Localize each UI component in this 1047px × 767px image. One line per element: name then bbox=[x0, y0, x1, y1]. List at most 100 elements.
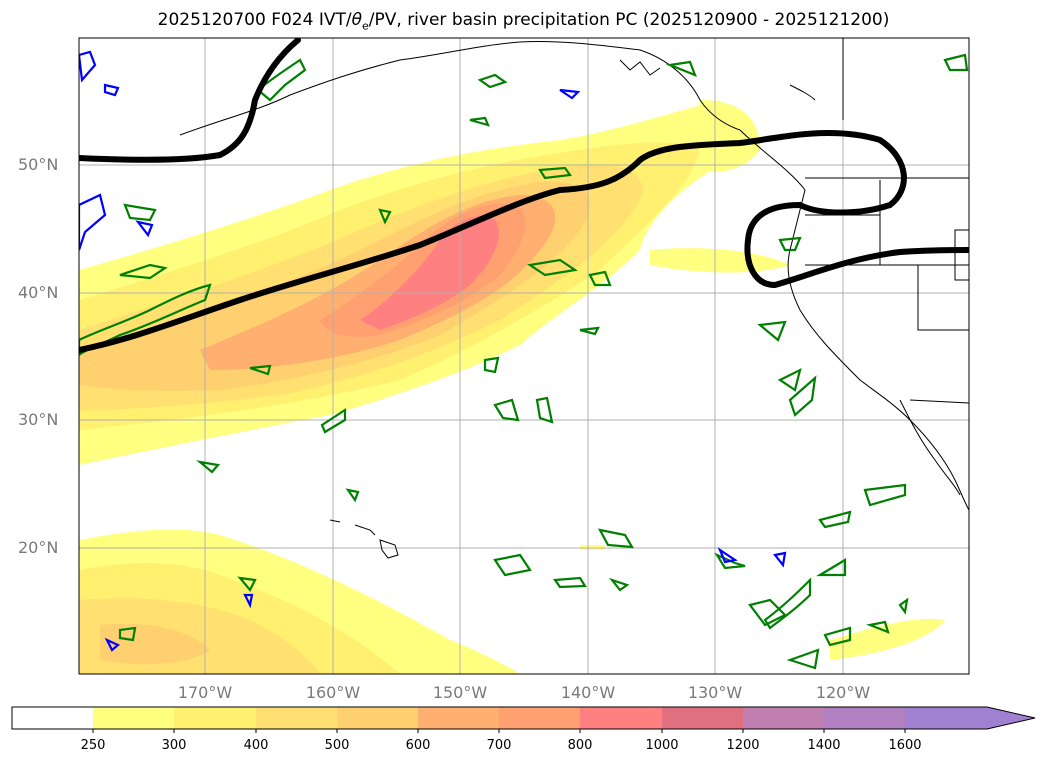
pv-blue-contour bbox=[104, 637, 121, 652]
pv-contour bbox=[608, 577, 630, 592]
colorbar-label: 700 bbox=[486, 738, 512, 753]
map-title: 2025120700 F024 IVT/θe/PV, river basin p… bbox=[157, 10, 890, 33]
colorbar-segment bbox=[418, 707, 499, 729]
colorbar-segment bbox=[256, 707, 337, 729]
state-border-4 bbox=[917, 265, 969, 331]
lat-label: 40°N bbox=[18, 283, 59, 302]
lat-label: 20°N bbox=[18, 538, 59, 557]
colorbar-ticks bbox=[92, 729, 906, 733]
pv-contour bbox=[823, 626, 852, 647]
colorbar bbox=[11, 706, 1036, 733]
pv-contour bbox=[483, 356, 500, 374]
pv-contour bbox=[597, 528, 635, 549]
colorbar-segment bbox=[743, 707, 824, 729]
colorbar-segment bbox=[337, 707, 418, 729]
pv-contour bbox=[527, 258, 578, 277]
pv-contour bbox=[118, 626, 137, 642]
pv-contour bbox=[863, 483, 907, 507]
pv-contour bbox=[320, 407, 347, 434]
alaska-coast bbox=[179, 41, 741, 136]
mexico-border bbox=[909, 399, 970, 404]
pv-blue-contour bbox=[135, 220, 154, 238]
colorbar-label: 1400 bbox=[807, 738, 841, 753]
state-border-5 bbox=[954, 229, 970, 281]
pv-contour bbox=[816, 558, 847, 577]
colorbar-segment bbox=[499, 707, 580, 729]
pv-contour bbox=[818, 510, 852, 529]
pv-contour bbox=[943, 53, 969, 72]
alaska-north bbox=[789, 84, 816, 101]
colorbar-segment bbox=[662, 707, 743, 729]
pv-blue-contours bbox=[79, 50, 787, 652]
pv-contour bbox=[196, 460, 221, 474]
lon-label: 160°W bbox=[305, 683, 361, 702]
pv-blue-contour bbox=[103, 83, 120, 97]
pv-contour bbox=[493, 553, 532, 577]
lon-label: 170°W bbox=[177, 683, 233, 702]
pv-contour bbox=[763, 577, 812, 630]
pv-contour bbox=[788, 375, 817, 417]
ivt-800-band bbox=[360, 216, 499, 330]
pv-contour bbox=[665, 60, 697, 77]
pv-contour bbox=[786, 648, 820, 670]
colorbar-label: 600 bbox=[405, 738, 431, 753]
colorbar-label: 1000 bbox=[645, 738, 679, 753]
pv-contour bbox=[345, 488, 360, 503]
colorbar-segment bbox=[824, 707, 905, 729]
pv-blue-contour bbox=[559, 88, 581, 100]
colorbar-outline bbox=[11, 706, 1036, 730]
pv-contour bbox=[778, 236, 802, 252]
colorbar-label: 800 bbox=[567, 738, 593, 753]
colorbar-label: 300 bbox=[161, 738, 187, 753]
map-frame bbox=[78, 37, 970, 675]
ivt-500-south bbox=[100, 623, 210, 665]
colorbar-label: 500 bbox=[324, 738, 350, 753]
colorbar-segment bbox=[580, 707, 662, 729]
ivt-250-southeast bbox=[830, 618, 945, 660]
pv-contour bbox=[378, 208, 392, 225]
lon-label: 150°W bbox=[432, 683, 488, 702]
pv-contour bbox=[469, 116, 490, 127]
pv-blue-contour bbox=[717, 547, 738, 564]
pv-contour bbox=[777, 367, 802, 392]
pv-blue-contour bbox=[243, 593, 254, 609]
colorbar-segment bbox=[93, 707, 174, 729]
colorbar-segment bbox=[905, 707, 987, 729]
pv-blue-contour bbox=[79, 50, 97, 83]
colorbar-segment bbox=[12, 707, 93, 729]
pv-blue-contour bbox=[79, 193, 107, 251]
lon-label: 130°W bbox=[687, 683, 743, 702]
hawaii-1 bbox=[329, 519, 341, 523]
canada-us-coast bbox=[739, 129, 969, 511]
hawaii-3 bbox=[379, 539, 399, 559]
colorbar-label: 1200 bbox=[726, 738, 760, 753]
colorbar-label: 250 bbox=[80, 738, 106, 753]
gridlines bbox=[79, 38, 969, 674]
pv-contour bbox=[237, 576, 257, 592]
lon-label: 140°W bbox=[560, 683, 616, 702]
pv-contour bbox=[119, 263, 168, 280]
colorbar-extend-arrow bbox=[987, 707, 1035, 729]
colorbar-segment bbox=[174, 707, 256, 729]
pv-contour bbox=[748, 598, 787, 627]
pv-contour bbox=[866, 620, 890, 634]
pv-blue-contour bbox=[773, 551, 787, 568]
pv-contour bbox=[552, 576, 587, 589]
pv-contour bbox=[123, 203, 157, 222]
colorbar-label: 400 bbox=[243, 738, 269, 753]
pv-contour bbox=[538, 166, 572, 180]
colorbar-label: 1600 bbox=[888, 738, 922, 753]
hawaii-2 bbox=[354, 524, 376, 536]
islands-se-alaska bbox=[619, 59, 661, 76]
pv-contour bbox=[493, 398, 520, 422]
pv-contour bbox=[588, 270, 612, 287]
pv-contour bbox=[579, 326, 600, 336]
coastlines bbox=[179, 41, 969, 559]
lat-label: 30°N bbox=[18, 410, 59, 429]
pv-contour bbox=[898, 597, 909, 615]
pv-contour bbox=[477, 73, 508, 89]
theta-e-north bbox=[79, 38, 301, 163]
pv-contour bbox=[757, 320, 787, 342]
pv-contour bbox=[535, 396, 554, 424]
lon-label: 120°W bbox=[815, 683, 871, 702]
